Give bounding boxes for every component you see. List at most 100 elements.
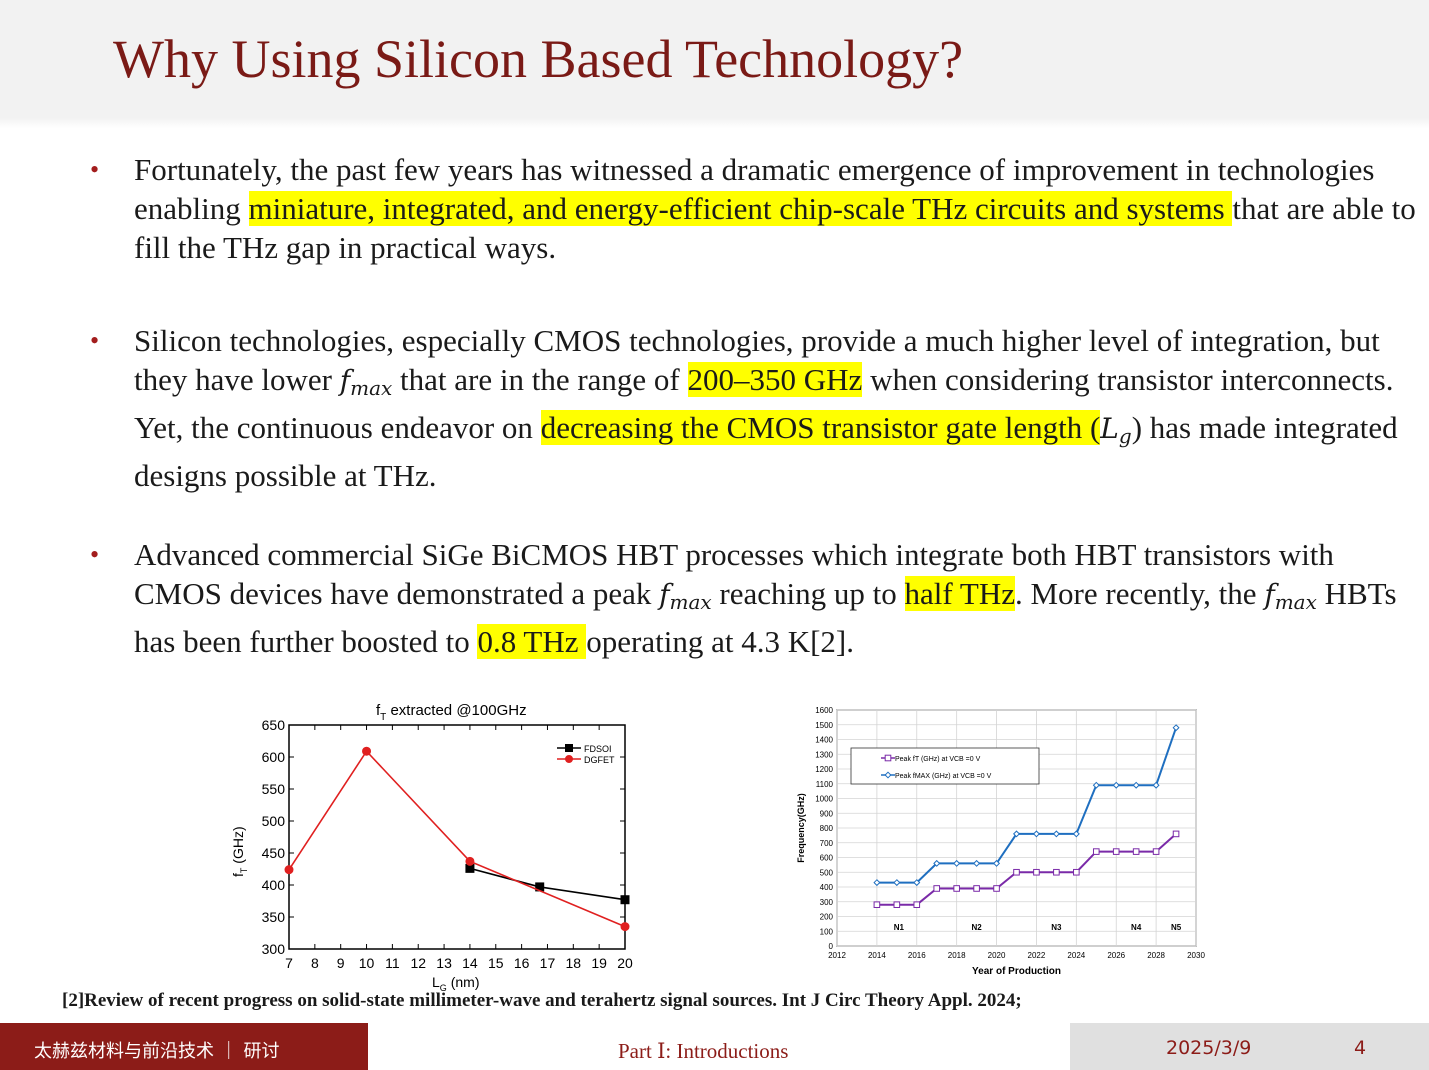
y-tick-label: 350 bbox=[262, 909, 286, 925]
chart-ft-vs-lg: fT extracted @100GHz 7 8 9 10 11 12 13 14 15 16 17 1… bbox=[200, 696, 650, 997]
data-point bbox=[1073, 868, 1080, 876]
legend-marker bbox=[884, 771, 892, 779]
legend-marker bbox=[565, 744, 573, 752]
data-point-fdsoi bbox=[620, 895, 630, 905]
footer-date: 2025/3/9 bbox=[1166, 1037, 1252, 1059]
bullet-item-3: • Advanced commercial SiGe BiCMOS HBT pr… bbox=[90, 535, 1424, 661]
y-tick-label: 1100 bbox=[816, 780, 834, 789]
bullet-3-highlight-half: half THz bbox=[904, 576, 1015, 611]
data-point-dgfet bbox=[362, 746, 372, 756]
data-point bbox=[973, 885, 980, 892]
x-tick-label: 19 bbox=[591, 955, 607, 971]
lg-symbol: Lg bbox=[1100, 412, 1132, 448]
bullet-2-text-c: when considering transistor interconnect… bbox=[134, 362, 1394, 445]
data-point bbox=[1132, 848, 1140, 855]
data-point bbox=[1172, 830, 1180, 838]
y-tick-label: 200 bbox=[820, 913, 834, 922]
x-tick-label: 2016 bbox=[908, 951, 926, 960]
node-label: N4 bbox=[1131, 923, 1142, 932]
data-point bbox=[913, 879, 921, 887]
data-point bbox=[993, 859, 1001, 867]
data-point-dgfet bbox=[284, 865, 294, 875]
y-tick-label: 1400 bbox=[815, 736, 833, 745]
reference-citation: [2]Review of recent progress on solid-st… bbox=[62, 990, 1022, 1011]
bullet-2-text-a: Silicon technologies, especially CMOS te… bbox=[134, 323, 1380, 397]
y-axis-label: fT (GHz) bbox=[230, 826, 249, 877]
legend-label: FDSOI bbox=[584, 744, 612, 754]
data-point bbox=[1032, 830, 1040, 838]
bullet-3-highlight-08: 0.8 THz bbox=[477, 624, 587, 659]
data-point bbox=[893, 879, 901, 887]
y-tick-label: 600 bbox=[262, 749, 286, 765]
y-tick-label: 400 bbox=[820, 883, 834, 892]
y-tick-label: 1600 bbox=[815, 706, 833, 715]
node-label: N5 bbox=[1171, 923, 1182, 932]
data-point bbox=[1092, 848, 1100, 855]
legend-box bbox=[850, 747, 1040, 785]
bullet-dot-icon: • bbox=[90, 326, 100, 355]
bullet-2-highlight-gate: decreasing the CMOS transistor gate leng… bbox=[540, 410, 1101, 445]
bullet-2-text-b: that are in the range of bbox=[392, 362, 688, 397]
y-tick-label: 1200 bbox=[815, 765, 833, 774]
y-tick-label: 800 bbox=[820, 824, 834, 833]
x-tick-label: 9 bbox=[337, 955, 345, 971]
y-tick-label: 100 bbox=[820, 927, 834, 936]
series-line bbox=[876, 727, 1178, 884]
y-tick-label: 550 bbox=[262, 781, 286, 797]
x-tick-label: 11 bbox=[385, 955, 400, 971]
data-point bbox=[1013, 868, 1020, 876]
bullet-item-2: • Silicon technologies, especially CMOS … bbox=[90, 321, 1424, 495]
x-tick-label: 14 bbox=[462, 955, 478, 971]
chart-frequency-vs-year-svg: 0 100 200 300 400 500 600 700 800 900 1000 1100 1200… bbox=[796, 706, 1205, 977]
footer-org: 太赫兹材料与前沿技术 ｜ 研讨 bbox=[0, 1023, 368, 1070]
y-axis-label: Frequency(GHz) bbox=[796, 793, 806, 863]
data-point bbox=[1053, 868, 1060, 876]
data-point bbox=[953, 859, 961, 867]
y-tick-label: 450 bbox=[262, 845, 286, 861]
data-point bbox=[1172, 724, 1180, 732]
y-tick-label: 650 bbox=[262, 717, 286, 733]
bullet-item-1: • Fortunately, the past few years has wi… bbox=[90, 150, 1424, 267]
footer-org-label: 太赫兹材料与前沿技术 ｜ 研讨 bbox=[34, 1041, 280, 1062]
page-number: 4 bbox=[1354, 1037, 1367, 1059]
bullet-3-text-e: operating at 4.3 K[2]. bbox=[586, 624, 854, 659]
footer-meta: 2025/3/9 4 bbox=[1070, 1023, 1429, 1070]
bullet-3-text-b: reaching up to bbox=[711, 576, 905, 611]
y-tick-label: 1000 bbox=[815, 795, 833, 804]
legend-label: Peak fMAX (GHz) at VCB =0 V bbox=[895, 773, 992, 780]
legend-marker bbox=[884, 754, 892, 762]
x-axis-label: Year of Production bbox=[972, 966, 1061, 977]
legend-marker bbox=[565, 755, 573, 763]
y-tick-label: 1300 bbox=[815, 750, 833, 759]
data-point bbox=[1072, 830, 1080, 838]
title-bar: Why Using Silicon Based Technology? bbox=[0, 0, 1429, 128]
bullet-2-highlight-range: 200–350 GHz bbox=[687, 362, 863, 397]
data-point bbox=[913, 901, 921, 908]
data-point bbox=[993, 885, 1000, 892]
bullet-dot-icon: • bbox=[90, 540, 100, 569]
x-tick-label: 17 bbox=[540, 955, 556, 971]
node-label: N1 bbox=[894, 923, 905, 932]
data-point bbox=[873, 901, 881, 908]
y-tick-label: 700 bbox=[820, 839, 834, 848]
fmax-symbol: fmax bbox=[659, 578, 712, 614]
x-tick-label: 2020 bbox=[988, 951, 1006, 960]
data-point bbox=[973, 859, 981, 867]
footer-section-label: Part Ⅰ: Introductions bbox=[618, 1039, 789, 1063]
data-point bbox=[1152, 781, 1160, 789]
y-tick-label: 400 bbox=[262, 877, 286, 893]
bullet-dot-icon: • bbox=[90, 155, 100, 184]
data-point bbox=[893, 901, 901, 908]
node-label: N3 bbox=[1051, 923, 1062, 932]
slide-title: Why Using Silicon Based Technology? bbox=[113, 29, 964, 89]
data-point-dgfet bbox=[620, 922, 630, 932]
footer-section: Part Ⅰ: Introductions bbox=[368, 1023, 1070, 1070]
bullet-3-text-d: HBTs has been further boosted to bbox=[134, 576, 1397, 659]
x-tick-label: 15 bbox=[488, 955, 504, 971]
y-tick-label: 600 bbox=[820, 854, 834, 863]
data-point bbox=[933, 859, 941, 867]
legend-label: DGFET bbox=[584, 755, 615, 765]
series-line bbox=[876, 833, 1177, 906]
y-tick-label: 1500 bbox=[815, 721, 833, 730]
data-point bbox=[1012, 830, 1021, 838]
